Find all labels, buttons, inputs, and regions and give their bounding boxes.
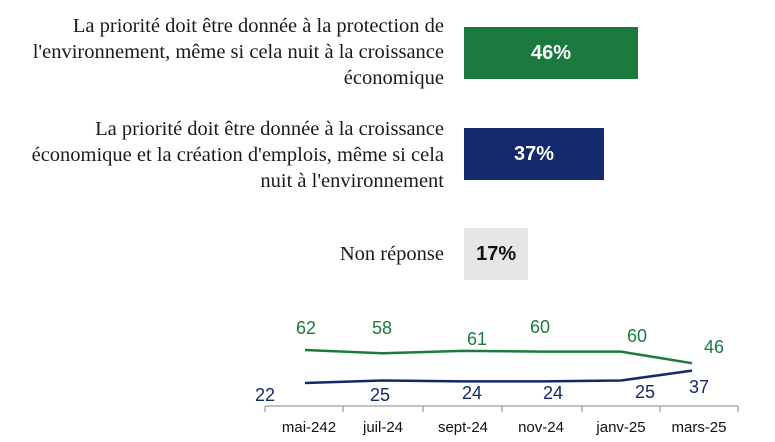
x-tick-label: nov-24 bbox=[518, 419, 564, 436]
line-series-economy bbox=[304, 369, 693, 385]
data-label: 25 bbox=[635, 382, 655, 402]
x-tick-label: sept-24 bbox=[438, 419, 488, 436]
data-label: 46 bbox=[704, 337, 724, 357]
data-label: 37 bbox=[689, 377, 709, 397]
x-tick-label: mai-242 bbox=[282, 419, 336, 436]
data-label: 24 bbox=[543, 383, 563, 403]
data-label: 61 bbox=[467, 329, 487, 349]
data-label: 60 bbox=[627, 326, 647, 346]
data-label: 22 bbox=[255, 385, 275, 405]
bar-label-no-answer: Non réponse bbox=[339, 243, 444, 265]
data-label: 60 bbox=[530, 317, 550, 337]
bar-label-environment: La priorité doit être donnée à la protec… bbox=[32, 15, 444, 89]
bar-value-no-answer: 17% bbox=[476, 242, 517, 265]
line-series-environment bbox=[304, 348, 693, 365]
bar-value-environment: 46% bbox=[530, 41, 572, 64]
data-label: 62 bbox=[296, 318, 316, 338]
x-tick-label: mars-25 bbox=[671, 419, 726, 436]
x-tick-label: janv-25 bbox=[595, 419, 645, 436]
bar-no-answer: 17% bbox=[464, 228, 529, 280]
x-tick-label: juil-24 bbox=[362, 419, 403, 436]
data-label: 24 bbox=[462, 383, 482, 403]
bar-label-economy: La priorité doit être donnée à la croiss… bbox=[31, 118, 444, 192]
bar-economy: 37% bbox=[464, 128, 604, 180]
bar-value-economy: 37% bbox=[513, 142, 554, 165]
data-label: 25 bbox=[370, 385, 390, 405]
bar-environment: 46% bbox=[464, 27, 638, 79]
data-label: 58 bbox=[372, 318, 392, 338]
